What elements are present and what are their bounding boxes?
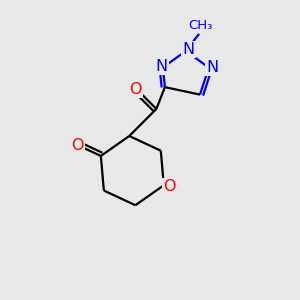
Text: O: O	[130, 82, 142, 97]
Text: CH₃: CH₃	[188, 19, 213, 32]
Text: N: N	[155, 58, 167, 74]
Text: O: O	[71, 138, 83, 153]
Text: O: O	[163, 179, 175, 194]
Text: N: N	[182, 42, 194, 57]
Text: N: N	[206, 60, 218, 75]
